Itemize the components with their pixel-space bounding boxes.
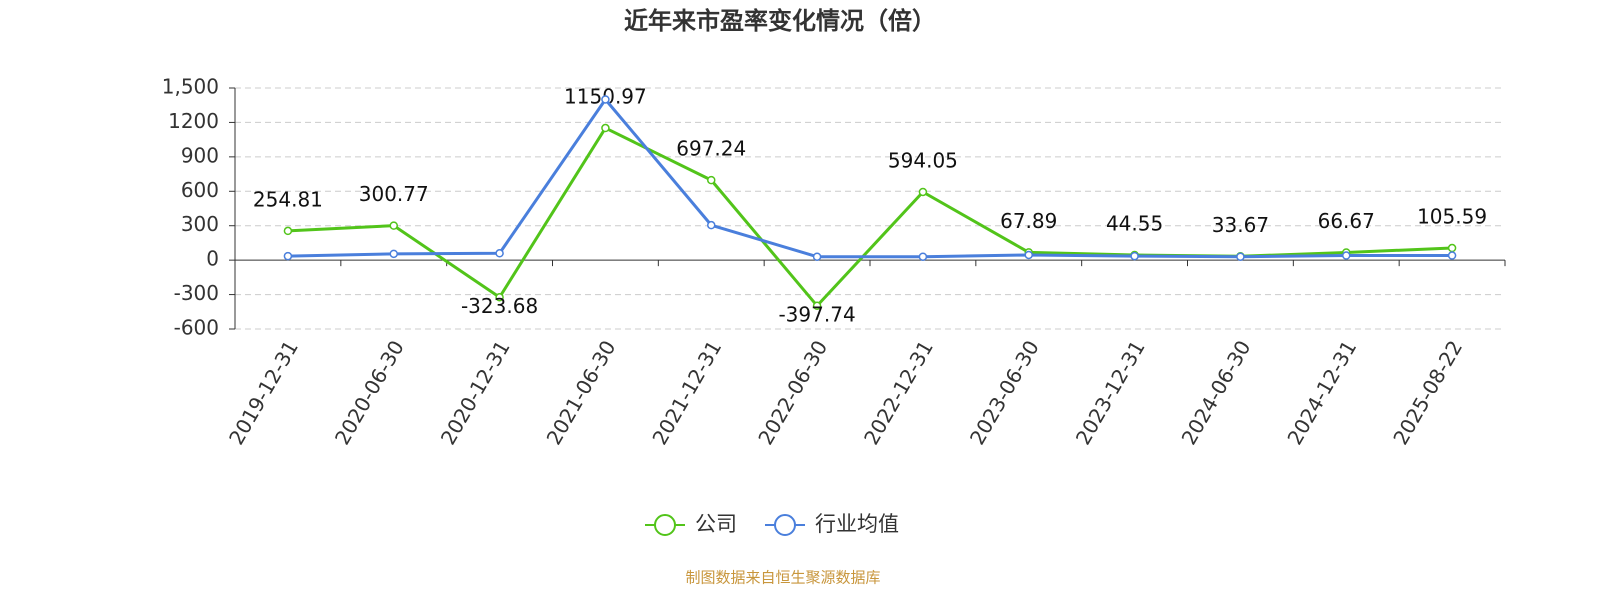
- y-tick-label: 1,500: [162, 75, 219, 99]
- data-label: 300.77: [359, 182, 429, 206]
- data-point: [707, 175, 716, 185]
- data-point: [918, 252, 928, 261]
- data-point: [495, 293, 504, 302]
- y-tick-label: 900: [181, 143, 219, 167]
- x-tick-label: 2020-12-31: [436, 336, 515, 449]
- legend-marker: [774, 514, 796, 536]
- data-label: -323.68: [461, 294, 538, 318]
- x-tick-label: 2022-12-31: [859, 336, 938, 449]
- y-tick-label: 600: [181, 178, 219, 202]
- legend-item: 公司: [645, 512, 737, 536]
- data-label: 66.67: [1318, 209, 1375, 233]
- x-tick-label: 2023-12-31: [1071, 336, 1150, 449]
- legend-item: 行业均值: [765, 512, 899, 536]
- source-note: 制图数据来自恒生聚源数据库: [685, 569, 880, 587]
- y-tick-label: -300: [174, 281, 219, 305]
- series-line: [287, 126, 1453, 309]
- x-tick-label: 2022-06-30: [753, 336, 832, 449]
- data-point: [812, 301, 822, 311]
- chart-title: 近年来市盈率变化情况（倍）: [624, 7, 936, 35]
- x-tick-label: 2021-06-30: [542, 336, 621, 449]
- data-point: [1236, 252, 1245, 261]
- data-point: [283, 226, 293, 236]
- y-tick-label: -600: [174, 316, 219, 340]
- data-label: 44.55: [1106, 212, 1163, 236]
- data-label: 594.05: [888, 148, 958, 172]
- data-label: 697.24: [676, 137, 746, 161]
- data-point: [601, 95, 610, 104]
- x-tick-label: 2025-08-22: [1388, 336, 1467, 449]
- x-tick-label: 2023-06-30: [965, 336, 1044, 449]
- y-tick-label: 0: [206, 247, 219, 271]
- y-tick-label: 300: [181, 212, 219, 236]
- legend-label: 公司: [695, 512, 737, 536]
- data-label: -397.74: [778, 302, 855, 326]
- data-point: [1342, 251, 1351, 260]
- data-point: [1024, 250, 1033, 260]
- legend-label: 行业均值: [815, 512, 899, 536]
- data-label: 67.89: [1000, 209, 1057, 233]
- data-point: [601, 123, 610, 133]
- data-label: 254.81: [253, 187, 323, 211]
- x-tick-label: 2024-06-30: [1177, 336, 1256, 449]
- legend-marker: [654, 514, 676, 536]
- data-point: [389, 221, 398, 230]
- x-tick-label: 2024-12-31: [1282, 336, 1361, 449]
- data-point: [812, 252, 822, 261]
- data-label: 33.67: [1212, 213, 1269, 237]
- x-tick-label: 2019-12-31: [224, 336, 303, 449]
- data-point: [1447, 251, 1457, 260]
- data-point: [918, 187, 928, 197]
- y-tick-label: 1200: [168, 109, 219, 133]
- x-tick-label: 2021-12-31: [647, 336, 726, 449]
- data-point: [283, 251, 293, 261]
- data-point: [707, 220, 716, 230]
- data-label: 105.59: [1417, 205, 1487, 229]
- x-tick-label: 2020-06-30: [330, 336, 409, 449]
- data-point: [1130, 251, 1139, 261]
- series-line: [287, 97, 1453, 259]
- data-point: [495, 249, 504, 258]
- data-point: [389, 249, 398, 259]
- data-point: [1447, 243, 1457, 253]
